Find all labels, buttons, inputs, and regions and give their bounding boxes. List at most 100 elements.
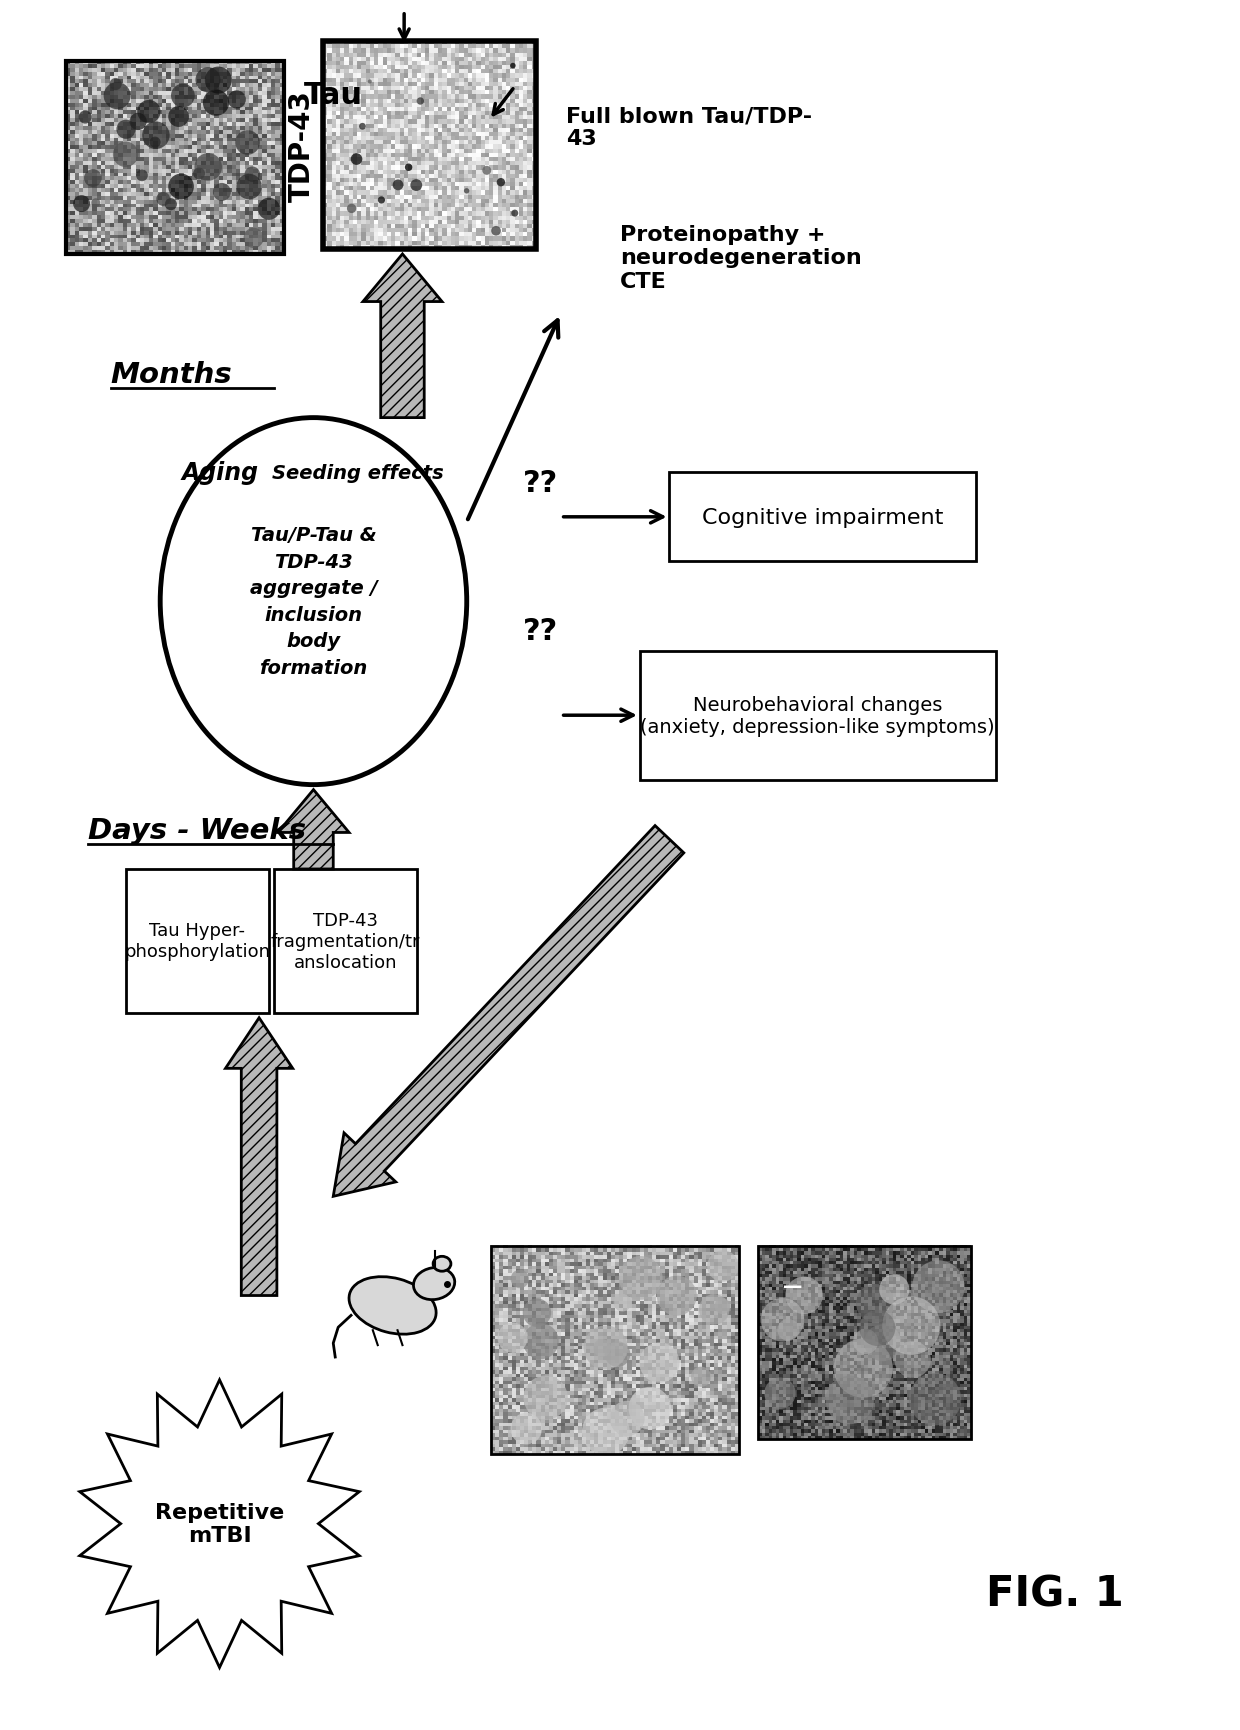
Polygon shape xyxy=(334,827,683,1197)
Circle shape xyxy=(117,121,135,140)
Circle shape xyxy=(113,142,139,168)
Circle shape xyxy=(491,227,501,237)
Circle shape xyxy=(393,180,403,190)
Text: Proteinopathy +
neurodegeneration
CTE: Proteinopathy + neurodegeneration CTE xyxy=(620,225,862,291)
Circle shape xyxy=(78,111,92,125)
Circle shape xyxy=(610,1401,645,1436)
Text: Full blown Tau/TDP-
43: Full blown Tau/TDP- 43 xyxy=(565,106,812,149)
Text: Rep-
etit-
ive: Rep- etit- ive xyxy=(126,1550,175,1605)
Circle shape xyxy=(605,1341,630,1367)
Circle shape xyxy=(228,92,246,109)
Circle shape xyxy=(593,1339,611,1356)
Circle shape xyxy=(523,1375,568,1420)
Circle shape xyxy=(193,168,205,180)
Text: FIG. 1: FIG. 1 xyxy=(986,1573,1123,1614)
Circle shape xyxy=(826,1375,874,1424)
Text: Days - Weeks: Days - Weeks xyxy=(88,817,306,844)
Circle shape xyxy=(360,125,366,131)
Circle shape xyxy=(213,183,231,202)
Circle shape xyxy=(523,1299,551,1327)
Circle shape xyxy=(347,204,356,215)
Bar xyxy=(66,62,284,254)
Circle shape xyxy=(368,80,372,85)
Circle shape xyxy=(171,85,195,109)
Text: Months: Months xyxy=(110,360,233,389)
Circle shape xyxy=(707,1251,739,1282)
Text: Repetitive
mTBI: Repetitive mTBI xyxy=(155,1502,284,1545)
Text: Tau Hyper-
phosphorylation: Tau Hyper- phosphorylation xyxy=(124,922,270,960)
Circle shape xyxy=(243,228,264,249)
Circle shape xyxy=(909,1374,961,1426)
Polygon shape xyxy=(226,1019,293,1296)
Circle shape xyxy=(882,1298,940,1355)
Circle shape xyxy=(714,1298,730,1315)
Circle shape xyxy=(482,166,491,176)
Circle shape xyxy=(378,197,384,204)
Circle shape xyxy=(777,1320,800,1341)
Circle shape xyxy=(511,1270,529,1289)
Bar xyxy=(324,42,536,249)
Bar xyxy=(670,472,976,562)
Circle shape xyxy=(150,137,161,149)
Circle shape xyxy=(523,1323,559,1360)
Ellipse shape xyxy=(160,419,466,785)
Bar xyxy=(491,1246,739,1455)
Circle shape xyxy=(417,99,424,106)
Text: Aging: Aging xyxy=(181,460,258,484)
Circle shape xyxy=(237,175,262,201)
Text: Neurobehavioral changes
(anxiety, depression-like symptoms): Neurobehavioral changes (anxiety, depres… xyxy=(640,695,994,737)
Circle shape xyxy=(640,1342,680,1382)
Ellipse shape xyxy=(413,1268,455,1299)
Text: —: — xyxy=(784,1277,802,1296)
Circle shape xyxy=(853,1329,878,1355)
Circle shape xyxy=(196,67,221,93)
Circle shape xyxy=(205,67,232,95)
Circle shape xyxy=(165,199,177,211)
Circle shape xyxy=(143,123,170,151)
Circle shape xyxy=(497,1323,528,1353)
Text: Tau: Tau xyxy=(304,81,362,111)
Circle shape xyxy=(657,1275,697,1317)
Circle shape xyxy=(104,83,130,111)
Circle shape xyxy=(510,64,516,69)
Circle shape xyxy=(84,170,102,189)
Circle shape xyxy=(258,199,280,221)
Circle shape xyxy=(195,154,222,182)
Circle shape xyxy=(699,1294,729,1325)
Circle shape xyxy=(879,1275,909,1304)
Circle shape xyxy=(351,154,362,166)
Circle shape xyxy=(582,1408,630,1455)
Bar xyxy=(125,870,269,1014)
Polygon shape xyxy=(278,791,350,870)
Circle shape xyxy=(856,1284,894,1323)
Circle shape xyxy=(73,195,91,213)
Circle shape xyxy=(464,189,469,194)
Text: Cognitive impairment: Cognitive impairment xyxy=(702,507,944,528)
Circle shape xyxy=(169,107,188,128)
Circle shape xyxy=(138,100,160,125)
Circle shape xyxy=(109,80,122,92)
Circle shape xyxy=(629,1387,671,1429)
Circle shape xyxy=(511,1413,542,1445)
Circle shape xyxy=(614,1294,631,1311)
Circle shape xyxy=(244,168,260,183)
Circle shape xyxy=(136,170,148,182)
Text: Seeding effects: Seeding effects xyxy=(272,464,444,483)
Bar xyxy=(274,870,418,1014)
Circle shape xyxy=(584,1325,627,1370)
Circle shape xyxy=(497,178,505,187)
Circle shape xyxy=(156,192,170,208)
Text: ??: ?? xyxy=(523,469,558,497)
Ellipse shape xyxy=(433,1256,451,1272)
Circle shape xyxy=(785,1277,823,1315)
Text: TDP-43: TDP-43 xyxy=(288,90,315,202)
Ellipse shape xyxy=(348,1277,436,1334)
Circle shape xyxy=(169,175,193,201)
Circle shape xyxy=(129,114,146,131)
Circle shape xyxy=(859,1310,895,1346)
Text: TDP-43
fragmentation/tr
anslocation: TDP-43 fragmentation/tr anslocation xyxy=(270,912,420,971)
Circle shape xyxy=(511,211,518,218)
Circle shape xyxy=(410,180,422,192)
Circle shape xyxy=(236,131,260,156)
Bar xyxy=(759,1246,971,1439)
